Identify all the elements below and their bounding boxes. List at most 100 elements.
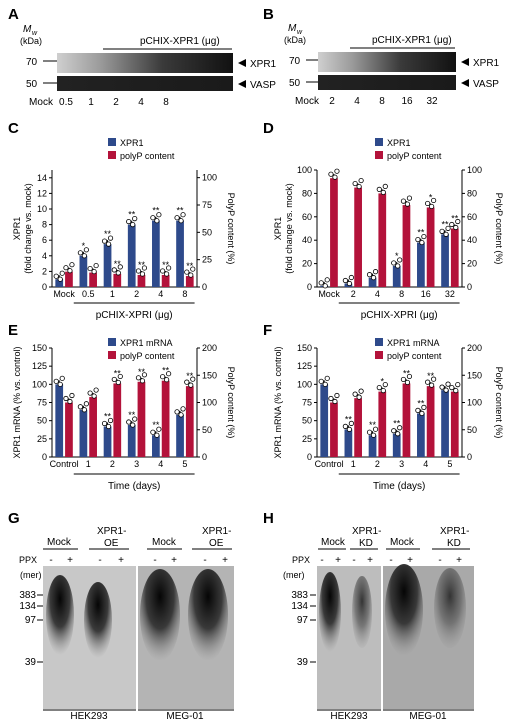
significance-mark: ** [186,371,194,381]
ppx-sign: - [438,555,441,566]
data-point [126,419,132,425]
data-point [366,272,373,278]
data-point [334,392,340,399]
data-point [358,177,364,184]
vasp-band [57,76,233,91]
bar-series-1 [320,384,329,457]
bar-series-2 [89,397,97,457]
significance-mark: ** [104,229,112,239]
y2-tick-label: 200 [467,343,482,353]
data-point [395,431,401,437]
data-point [453,387,459,394]
data-point [397,425,403,431]
lane-labels: Mock 0.5 1 2 4 8 [29,97,169,108]
lane-label: 2 [329,96,335,107]
lane-labels: Mock 2 4 8 16 32 [295,96,438,107]
data-point [404,201,411,207]
panel-letter-h: H [263,510,274,527]
data-point [174,215,180,221]
polyp-smear [352,576,372,648]
mw-subscript: w [297,29,303,36]
x-tick-label: 2 [375,459,380,469]
bar-series-2 [185,386,194,457]
panel-letter-a: A [8,6,19,23]
x-tick-label: 1 [110,289,115,299]
xpr1-band [318,52,456,72]
bar-series-2 [378,193,387,287]
significance-mark: ** [162,260,170,270]
vasp-band [318,75,456,90]
ppx-signs: - + - + - + - + [320,555,462,566]
data-point [445,225,451,231]
y2-tick-label: 75 [202,200,212,210]
polyp-smear [319,572,341,652]
data-point [166,265,172,271]
data-point [372,426,379,432]
significance-mark: * [429,192,433,202]
x-tick-label: Control [315,459,344,469]
ppx-sign: - [203,555,206,566]
bar-series-2 [113,273,122,287]
bar-series-1 [152,220,160,287]
bar-series-2 [137,381,146,457]
y-tick-label: 8 [42,220,47,230]
bar-series-1 [79,255,88,287]
data-point [130,222,136,228]
ppx-sign: - [320,555,323,566]
marker-label: 134 [19,601,36,612]
data-point [135,268,142,274]
data-point [101,238,108,244]
ppx-sign: + [367,555,373,566]
data-point [380,387,386,394]
data-point [443,231,449,237]
marker-label: 383 [19,590,36,601]
ppx-sign: - [153,555,156,566]
data-point [376,186,382,192]
data-point [342,423,348,429]
y-tick-label: 100 [32,379,47,389]
group-label-oe: XPR1-OE [202,526,231,549]
data-point [77,404,83,410]
panel-h: H Mock XPR1-KD Mock XPR1-KD PPX (mer) - +… [263,510,474,722]
data-point [415,407,421,413]
ppx-label: PPX [292,555,310,565]
panel-a: A M w (kDa) pCHIX-XPR1 (μg) 70 50 XPR1 V… [8,6,277,108]
legend-label: XPR1 mRNA [120,338,173,348]
x-axis-label: Time (days) [373,481,425,492]
data-point [431,376,437,382]
polyp-smear [140,569,180,661]
bar-series-1 [417,413,425,457]
y-axis-label: (fold change vs. mock) [284,183,294,274]
data-point [178,412,184,418]
cell-label-hek293: HEK293 [330,711,368,722]
significance-mark: ** [451,214,459,224]
legend-label: polyP content [387,151,442,161]
y-tick-label: 25 [302,434,312,444]
data-point [101,420,108,427]
marker-70: 70 [289,56,301,67]
band-label-vasp: VASP [250,80,276,91]
significance-mark: ** [138,367,146,377]
group-label-kd: XPR1-KD [352,526,381,549]
y2-tick-label: 40 [467,235,477,245]
y-tick-label: 0 [42,282,47,292]
data-point [156,212,162,218]
group-label-mock: Mock [321,537,346,548]
polyp-smear [188,569,228,661]
data-point [59,270,65,276]
data-point [174,409,180,415]
data-point [156,426,162,432]
data-point [69,262,75,268]
ppx-sign: + [407,555,413,566]
bar-series-2 [89,272,97,287]
data-point [400,376,407,383]
significance-mark: ** [138,260,146,270]
data-point [53,378,59,384]
ppx-label: PPX [19,555,37,565]
data-point [391,260,397,266]
y-axis-label: XPR1 [12,217,22,241]
bar-series-2 [330,402,338,457]
x-tick-label: 0.5 [82,289,95,299]
y2-tick-label: 0 [202,282,207,292]
